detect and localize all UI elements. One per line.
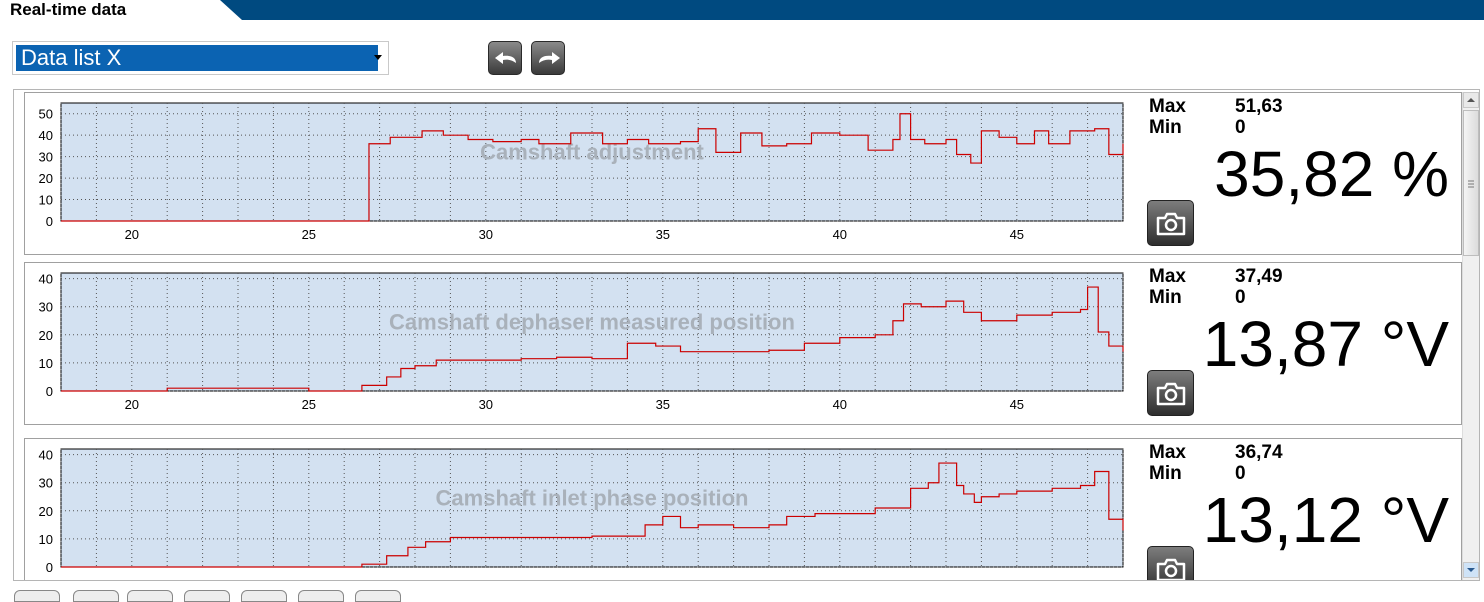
grip-icon (1468, 180, 1474, 188)
max-value: 36,74 (1235, 442, 1283, 463)
max-label: Max (1149, 96, 1186, 117)
current-value: 13,87 °V (1202, 308, 1449, 380)
chart-panel-camshaft-adjustment: 50 40 30 20 10 0 20 25 30 35 40 45 Camshaft adjustme… (24, 92, 1462, 255)
series-line (61, 113, 1124, 222)
min-value: 0 (1235, 117, 1246, 138)
line-chart: 40 30 20 10 0 Camshaft inlet phase position (39, 448, 1124, 575)
value-readout: Max 51,63 Min 0 35,82 % (1147, 93, 1463, 256)
value-readout: Max 36,74 Min 0 13,12 °V (1147, 439, 1463, 580)
y-tick-label: 30 (39, 150, 53, 165)
max-label: Max (1149, 266, 1186, 287)
bottom-tab-2[interactable] (73, 590, 119, 602)
min-value: 0 (1235, 463, 1246, 484)
y-tick-label: 20 (39, 504, 53, 519)
max-label: Max (1149, 442, 1186, 463)
bottom-tab-6[interactable] (298, 590, 344, 602)
x-tick-label: 35 (656, 397, 670, 412)
chart-panel-inlet-phase-position: 40 30 20 10 0 Camshaft inlet phase position Ma… (24, 438, 1463, 580)
x-tick-label: 40 (833, 397, 847, 412)
x-tick-label: 30 (479, 397, 493, 412)
current-value: 13,12 °V (1202, 484, 1449, 556)
series-line (61, 462, 1124, 568)
data-list-select[interactable]: Data list X (12, 41, 389, 75)
x-tick-label: 45 (1010, 397, 1024, 412)
header-bar: Real-time data (0, 0, 1484, 20)
redo-arrow-icon (539, 52, 560, 64)
scroll-thumb[interactable] (1463, 110, 1479, 256)
y-tick-label: 20 (39, 328, 53, 343)
y-tick-label: 0 (46, 384, 53, 399)
bottom-tab-1[interactable] (14, 590, 60, 602)
page-title: Real-time data (10, 0, 127, 19)
scroll-down-button[interactable] (1463, 562, 1479, 578)
y-tick-label: 30 (39, 300, 53, 315)
y-tick-label: 40 (39, 128, 53, 143)
data-list-select-value: Data list X (16, 45, 378, 71)
y-tick-label: 50 (39, 107, 53, 122)
max-value: 51,63 (1235, 96, 1283, 117)
x-tick-label: 25 (302, 227, 316, 242)
plot-area (60, 448, 1124, 568)
x-tick-label: 30 (479, 227, 493, 242)
camera-icon (1156, 382, 1186, 406)
plot-area (60, 102, 1124, 222)
chevron-down-icon (1467, 568, 1475, 572)
y-tick-label: 10 (39, 356, 53, 371)
y-tick-label: 20 (39, 171, 53, 186)
camera-icon (1156, 558, 1186, 580)
y-tick-label: 0 (46, 214, 53, 229)
redo-button[interactable] (531, 41, 565, 75)
header-shape (220, 0, 1484, 20)
camera-icon (1156, 212, 1186, 236)
bottom-tab-3[interactable] (127, 590, 173, 602)
x-tick-label: 40 (833, 227, 847, 242)
current-value: 35,82 % (1214, 138, 1449, 210)
min-label: Min (1149, 117, 1182, 138)
snapshot-button[interactable] (1147, 200, 1194, 246)
bottom-tab-5[interactable] (241, 590, 287, 602)
y-tick-label: 10 (39, 532, 53, 547)
value-readout: Max 37,49 Min 0 13,87 °V (1147, 263, 1463, 426)
bottom-tab-7[interactable] (355, 590, 401, 602)
bottom-tab-4[interactable] (184, 590, 230, 602)
scroll-up-button[interactable] (1463, 92, 1479, 108)
y-tick-label: 40 (39, 448, 53, 463)
min-value: 0 (1235, 287, 1246, 308)
min-label: Min (1149, 287, 1182, 308)
chart-title: Camshaft dephaser measured position (389, 310, 795, 335)
snapshot-button[interactable] (1147, 546, 1194, 580)
chevron-up-icon (1467, 98, 1475, 102)
chart-list-panel: 50 40 30 20 10 0 20 25 30 35 40 45 Camshaft adjustme… (13, 89, 1480, 581)
x-tick-label: 20 (125, 397, 139, 412)
max-value: 37,49 (1235, 266, 1283, 287)
vertical-scrollbar[interactable] (1462, 92, 1479, 580)
chart-panel-dephaser-position: 40 30 20 10 0 20 25 30 35 40 45 Camshaft dephaser m… (24, 262, 1462, 425)
line-chart: 40 30 20 10 0 20 25 30 35 40 45 Camshaft dephaser m… (39, 272, 1124, 412)
chevron-down-icon[interactable] (374, 55, 382, 60)
x-tick-label: 45 (1010, 227, 1024, 242)
undo-button[interactable] (488, 41, 522, 75)
chart-title: Camshaft inlet phase position (436, 486, 749, 511)
min-label: Min (1149, 463, 1182, 484)
x-tick-label: 35 (656, 227, 670, 242)
y-tick-label: 10 (39, 193, 53, 208)
series-line (61, 286, 1124, 392)
y-tick-label: 0 (46, 560, 53, 575)
plot-area (60, 272, 1124, 392)
snapshot-button[interactable] (1147, 370, 1194, 416)
x-tick-label: 20 (125, 227, 139, 242)
y-tick-label: 40 (39, 272, 53, 287)
y-tick-label: 30 (39, 476, 53, 491)
undo-arrow-icon (495, 52, 516, 64)
x-tick-label: 25 (302, 397, 316, 412)
